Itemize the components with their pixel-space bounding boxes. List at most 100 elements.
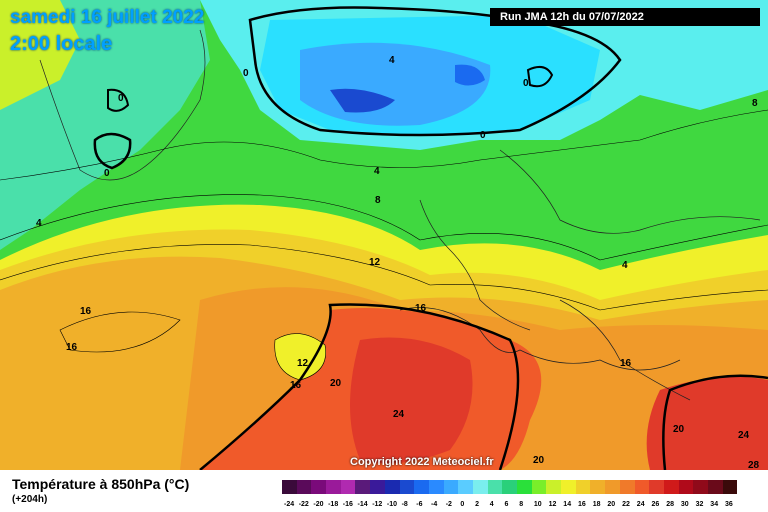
zone-red-dark [350,337,473,464]
contour-label: 4 [622,260,628,271]
isotherm-20-iberia [199,303,520,470]
contour-label: 16 [66,342,78,353]
contour-label: 4 [374,166,380,177]
isotherm-12 [0,244,768,311]
contour-label: 0 [104,168,110,179]
colorbar-cell [384,480,400,494]
contour-label: 24 [738,430,750,441]
colorbar-cell [693,480,708,494]
colorbar-cell [590,480,606,494]
colorbar-cell [399,480,415,494]
colorbar-cell [311,480,327,494]
legend-title: Température à 850hPa (°C) [12,476,190,492]
colorbar-cell [282,480,297,494]
contour-label: 0 [523,78,529,89]
map-svg: 0 0 0 0 0 4 4 4 4 8 8 12 12 16 16 16 16 … [0,0,768,470]
isotherm-4 [0,109,768,181]
colorbar-tick-label: 6 [504,501,509,508]
run-info: Run JMA 12h du 07/07/2022 [490,8,760,26]
colorbar-cell [531,480,547,494]
colorbar-tick-label: -4 [431,501,438,508]
contour-label: 8 [752,98,758,109]
colorbar-tick-label: 32 [695,501,704,508]
colorbar-tick-label: 16 [578,501,586,508]
zone-yellow-nw [0,0,80,110]
colorbar-tick-label: 8 [519,501,524,508]
colorbar-cell [722,480,738,494]
coastlines [39,29,761,401]
colorbar-cell [370,480,385,494]
colorbar-tick-label: -14 [357,501,368,508]
colorbar-tick-label: 36 [725,501,733,508]
colorbar-cell [428,480,444,494]
forecast-lead: (+204h) [12,494,48,505]
zone-darkblue [330,88,395,113]
colorbar-cell [663,480,679,494]
colorbar-cell [561,480,576,494]
colorbar-tick-label: -20 [313,501,324,508]
colorbar-tick-label: 22 [622,501,630,508]
colorbar-tick-label: 28 [666,501,674,508]
colorbar [282,480,738,494]
colorbar-cell [326,480,341,494]
colorbar-tick-label: 34 [710,501,719,508]
contour-label: 0 [118,93,124,104]
colorbar-cell [472,480,488,494]
contour-label: 16 [80,306,92,317]
colorbar-tick-label: -12 [372,501,383,508]
colorbar-cell [546,480,562,494]
colorbar-cell [414,480,429,494]
zone-darkblue-2 [455,64,485,86]
colorbar-tick-label: -2 [445,501,452,508]
isotherm-16-west [59,311,181,353]
zone-red-east [646,376,768,470]
colorbar-tick-label: -6 [416,501,423,508]
contour-label: 16 [415,303,427,314]
colorbar-tick-label: -8 [401,501,408,508]
contour-label: 8 [375,195,381,206]
colorbar-tick-label: -10 [386,501,398,508]
colorbar-cell [634,480,650,494]
colorbar-tick-label: 10 [533,501,542,508]
contour-label: 0 [480,130,486,141]
colorbar-tick-label: 0 [460,501,465,508]
colorbar-cell [517,480,532,494]
contour-label: 28 [748,460,760,470]
contour-label: 24 [393,409,405,420]
colorbar-cell [678,480,694,494]
footer: Température à 850hPa (°C) (+204h) -24 -22… [0,470,768,512]
contour-label: 20 [330,378,342,389]
colorbar-tick-label: 20 [607,501,616,508]
colorbar-tick-label: 2 [475,501,479,508]
colorbar-cell [575,480,591,494]
colorbar-cell [340,480,356,494]
contour-label: 20 [673,424,685,435]
colorbar-cell [458,480,473,494]
colorbar-tick-label: 12 [548,501,557,508]
colorbar-tick-label: 26 [651,501,660,508]
colorbar-cell [649,480,664,494]
colorbar-tick-label: -16 [342,501,353,508]
isotherm-0-greenland [93,132,132,170]
map-title: samedi 16 juillet 2022 [10,7,205,28]
colorbar-cell [296,480,312,494]
isotherm-20-east [662,374,768,470]
isotherm-12-spot [274,333,327,381]
colorbar-cell [487,480,503,494]
colorbar-tick-label: 24 [636,501,645,508]
colorbar-tick-label: 4 [489,501,494,508]
contour-label: 16 [290,380,302,391]
contour-label: 4 [389,55,395,66]
temperature-map: 0 0 0 0 0 4 4 4 4 8 8 12 12 16 16 16 16 … [0,0,768,470]
isotherms [0,6,768,470]
contour-label: 20 [533,455,545,466]
contour-label: 12 [297,358,309,369]
colorbar-cell [619,480,635,494]
contour-label-group: 0 0 0 0 0 4 4 4 4 8 8 12 12 16 16 16 16 … [36,55,760,470]
colorbar-tick-label: 14 [563,501,572,508]
colorbar-tick-label: -22 [298,501,309,508]
copyright: Copyright 2022 Meteociel.fr [350,456,494,468]
contour-label: 0 [243,68,249,79]
colorbar-tick-label: -24 [284,501,295,508]
colorbar-tick-label: 30 [680,501,689,508]
